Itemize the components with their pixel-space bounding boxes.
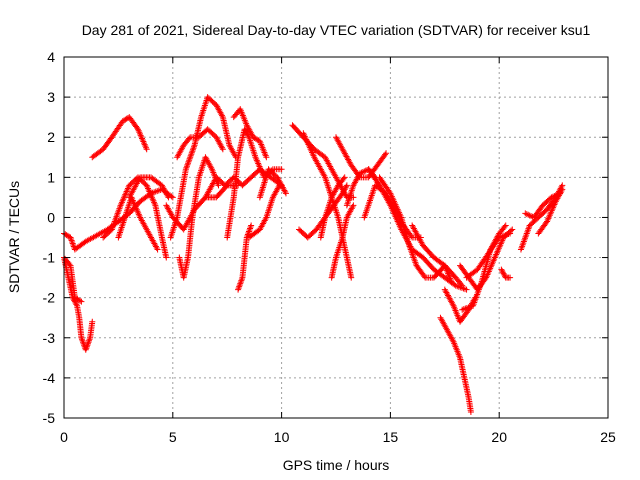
data-point — [358, 169, 365, 176]
data-point — [501, 271, 508, 278]
data-point — [463, 286, 470, 293]
data-point — [375, 180, 382, 187]
data-point — [458, 281, 465, 288]
data-point — [243, 128, 250, 135]
data-point — [66, 261, 73, 268]
data-point — [278, 166, 285, 173]
data-point — [89, 318, 96, 325]
data-point — [343, 183, 350, 190]
data-point — [500, 270, 507, 277]
data-point — [282, 190, 289, 197]
data-point — [339, 190, 346, 197]
chart-title: Day 281 of 2021, Sidereal Day-to-day VTE… — [82, 22, 591, 38]
data-point — [508, 227, 515, 234]
data-point — [551, 193, 558, 200]
y-tick-label: -4 — [43, 370, 56, 386]
data-point — [72, 300, 79, 307]
data-point — [523, 211, 530, 218]
data-series — [61, 94, 566, 415]
data-point — [448, 278, 455, 285]
data-point — [343, 182, 350, 189]
data-point — [498, 266, 505, 273]
data-point — [341, 174, 348, 181]
data-point — [459, 282, 466, 289]
data-point — [421, 273, 428, 280]
plot-frame — [63, 56, 609, 419]
data-point — [361, 168, 368, 175]
data-point — [242, 127, 249, 134]
y-tick-label: 1 — [47, 169, 55, 185]
x-tick-label: 20 — [491, 429, 507, 445]
data-point — [501, 223, 508, 230]
data-point — [341, 186, 348, 193]
data-point — [382, 151, 389, 158]
data-point — [78, 298, 85, 305]
data-point — [548, 194, 555, 201]
data-point — [386, 188, 393, 195]
y-tick-label: 2 — [47, 129, 55, 145]
data-point — [499, 269, 506, 276]
data-point — [525, 211, 532, 218]
data-point — [77, 297, 84, 304]
data-point — [559, 186, 566, 193]
y-tick-label: 3 — [47, 89, 55, 105]
data-point — [499, 267, 506, 274]
data-point — [163, 254, 170, 261]
data-point — [243, 130, 250, 137]
data-point — [143, 146, 150, 153]
x-tick-label: 15 — [383, 429, 399, 445]
data-point — [509, 226, 516, 233]
y-tick-label: -1 — [43, 250, 56, 266]
data-point — [502, 222, 509, 229]
data-point — [526, 212, 533, 219]
data-point — [282, 188, 289, 195]
x-tick-label: 10 — [274, 429, 290, 445]
data-point — [186, 135, 193, 142]
data-point — [219, 146, 226, 153]
x-tick-label: 25 — [600, 429, 616, 445]
y-tick-label: -2 — [43, 290, 56, 306]
data-point — [340, 175, 347, 182]
data-point — [165, 194, 172, 201]
axis-ticks: 0 5 10 15 20 25 -5 -4 -3 -2 -1 0 1 2 3 4 — [43, 49, 616, 445]
data-point — [350, 202, 357, 209]
data-point — [507, 230, 514, 237]
data-point — [467, 408, 474, 415]
y-tick-label: 0 — [47, 209, 55, 225]
data-point — [348, 274, 355, 281]
data-point — [263, 154, 270, 161]
y-tick-label: -5 — [43, 410, 56, 426]
data-point — [340, 189, 347, 196]
data-point — [522, 210, 529, 217]
y-tick-label: 4 — [47, 49, 55, 65]
data-point — [248, 222, 255, 229]
x-tick-label: 5 — [169, 429, 177, 445]
data-point — [154, 246, 161, 253]
y-axis-label: SDTVAR / TECUs — [6, 181, 22, 293]
data-point — [383, 150, 390, 157]
data-point — [507, 274, 514, 281]
data-point — [342, 185, 349, 192]
y-tick-label: -3 — [43, 330, 56, 346]
data-point — [449, 301, 456, 308]
data-point — [549, 193, 556, 200]
data-point — [340, 187, 347, 194]
data-point — [168, 193, 175, 200]
data-point — [356, 170, 363, 177]
data-point — [359, 168, 366, 175]
x-axis-label: GPS time / hours — [283, 457, 390, 473]
data-point — [215, 182, 222, 189]
x-tick-label: 0 — [60, 429, 68, 445]
data-point — [241, 126, 248, 133]
data-point — [73, 301, 80, 308]
